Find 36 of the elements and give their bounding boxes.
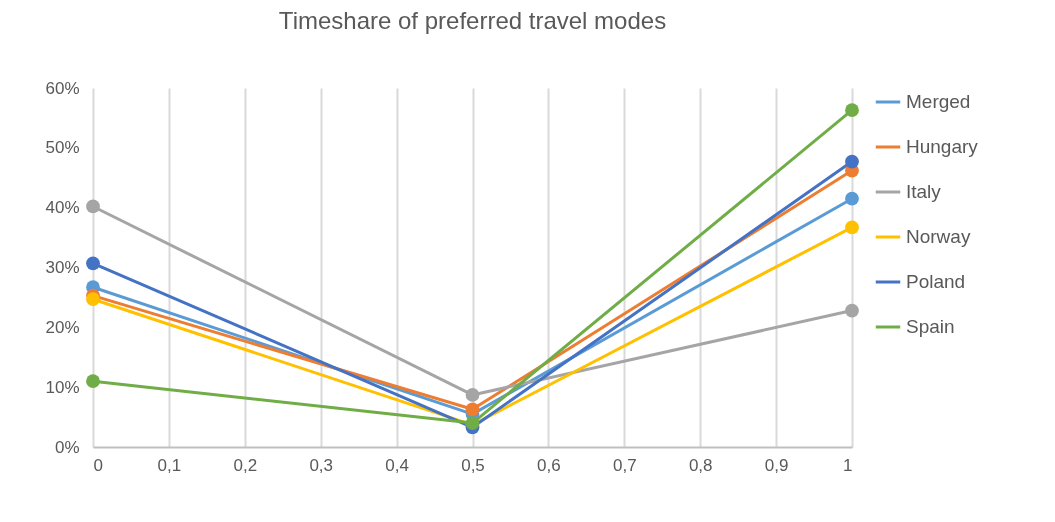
point bbox=[845, 303, 859, 318]
point bbox=[86, 256, 100, 271]
legend-label: Merged bbox=[906, 91, 971, 112]
point bbox=[845, 220, 859, 235]
legend-label: Norway bbox=[906, 226, 971, 247]
x-tick-label: 0,3 bbox=[309, 455, 334, 475]
x-tick-label: 0,8 bbox=[688, 455, 713, 475]
y-tick-label: 0% bbox=[54, 437, 80, 457]
x-tick-label: 0,4 bbox=[385, 455, 409, 475]
x-tick-label: 0,5 bbox=[461, 455, 485, 475]
x-tick-label: 1 bbox=[843, 455, 853, 475]
x-tick-label: 0,7 bbox=[612, 455, 637, 475]
y-tick-label: 50% bbox=[45, 138, 80, 158]
point bbox=[845, 103, 859, 118]
x-tick-label: 0,9 bbox=[764, 455, 789, 475]
point bbox=[465, 402, 480, 417]
x-tick-label: 0,2 bbox=[233, 455, 258, 475]
point bbox=[845, 154, 859, 169]
point bbox=[86, 292, 100, 307]
x-tick-label: 0,6 bbox=[537, 455, 561, 475]
point bbox=[465, 388, 480, 402]
point bbox=[845, 191, 859, 206]
y-tick-label: 30% bbox=[45, 258, 80, 277]
y-tick-label: 40% bbox=[45, 198, 80, 218]
x-tick-label: 0,1 bbox=[157, 455, 182, 475]
point bbox=[86, 374, 100, 389]
point bbox=[86, 199, 100, 214]
legend-label: Hungary bbox=[906, 136, 979, 157]
legend-label: Italy bbox=[906, 181, 942, 202]
legend-label: Poland bbox=[906, 271, 966, 292]
legend-label: Spain bbox=[906, 316, 955, 337]
chart-title: Timeshare of preferred travel modes bbox=[278, 7, 667, 34]
y-tick-label: 10% bbox=[45, 377, 80, 397]
y-tick-label: 20% bbox=[45, 317, 80, 337]
y-tick-label: 60% bbox=[45, 78, 80, 98]
x-tick-label: 0 bbox=[93, 455, 103, 475]
